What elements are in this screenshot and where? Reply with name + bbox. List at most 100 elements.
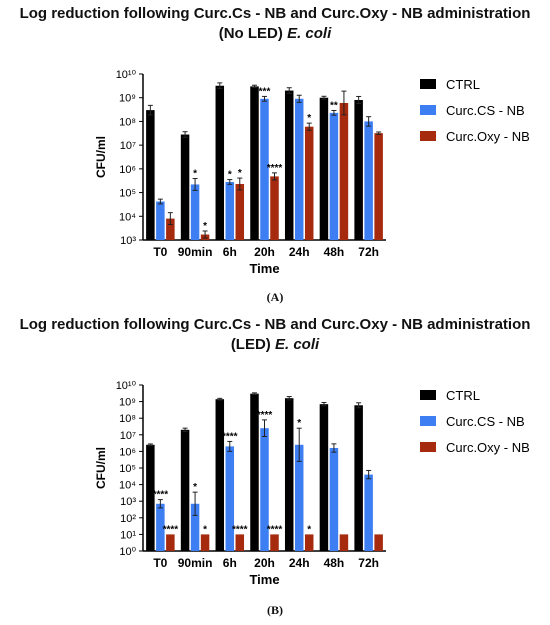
bar-curc-oxy-nb	[304, 534, 314, 551]
bar-curc-oxy-nb	[374, 133, 383, 240]
chart-title-line2: (No LED) E. coli	[0, 24, 550, 43]
y-tick-label: 10³	[120, 235, 136, 247]
significance-label: ****	[267, 163, 283, 174]
bar-curc-cs-nb	[190, 184, 200, 240]
bar-curc-oxy-nb	[235, 183, 245, 240]
significance-label: *	[297, 418, 301, 429]
x-tick-label: 20h	[254, 556, 275, 570]
bar-curc-oxy-nb	[200, 534, 210, 551]
legend-swatch	[420, 390, 436, 400]
y-tick-label: 10¹⁰	[116, 380, 137, 392]
y-axis-label: CFU/ml	[94, 447, 108, 489]
bar-curc-oxy-nb	[270, 534, 279, 551]
significance-label: *	[307, 524, 311, 535]
x-tick-label: 6h	[223, 556, 237, 570]
significance-label: *	[203, 524, 207, 535]
x-tick-label: 90min	[178, 556, 213, 570]
bar-curc-cs-nb	[294, 98, 304, 240]
bar-ctrl	[215, 85, 225, 240]
y-tick-label: 10³	[120, 496, 136, 508]
bar-ctrl	[180, 134, 190, 240]
bar-curc-oxy-nb	[270, 176, 279, 240]
legend-swatch	[420, 442, 436, 452]
bar-ctrl	[146, 110, 155, 240]
significance-label: ***	[259, 86, 271, 97]
significance-label: *	[228, 170, 232, 181]
legend-label: CTRL	[446, 77, 480, 92]
y-tick-label: 10¹⁰	[116, 69, 137, 81]
significance-label: ****	[222, 431, 238, 442]
bar-ctrl	[250, 393, 259, 551]
bar-ctrl	[284, 90, 294, 240]
x-axis-label: Time	[249, 572, 279, 587]
bar-curc-cs-nb	[190, 503, 200, 551]
panel-b: Log reduction following Curc.Cs - NB and…	[0, 311, 550, 623]
y-tick-label: 10⁶	[119, 164, 136, 176]
bar-curc-cs-nb	[329, 448, 339, 551]
y-tick-label: 10⁷	[120, 140, 136, 152]
legend-swatch	[420, 416, 436, 426]
legend-label: Curc.CS - NB	[446, 414, 525, 429]
panel-label: (A)	[266, 290, 284, 304]
bar-curc-cs-nb	[294, 444, 304, 551]
chart-title-condition: (LED)	[230, 336, 271, 353]
bar-ctrl	[319, 97, 329, 240]
x-tick-label: 48h	[324, 245, 345, 259]
significance-label: ****	[163, 524, 179, 535]
x-tick-label: T0	[153, 556, 167, 570]
bar-curc-oxy-nb	[374, 534, 383, 551]
legend-swatch	[420, 105, 436, 115]
x-tick-label: 72h	[358, 245, 379, 259]
bar-curc-oxy-nb	[304, 126, 314, 240]
x-tick-label: 6h	[223, 245, 237, 259]
bar-curc-cs-nb	[225, 181, 235, 240]
legend-label: Curc.Oxy - NB	[446, 440, 530, 455]
bar-ctrl	[180, 429, 190, 551]
x-axis-label: Time	[249, 261, 279, 276]
x-tick-label: 48h	[324, 556, 345, 570]
bar-curc-cs-nb	[364, 474, 373, 551]
x-tick-label: T0	[153, 245, 167, 259]
bar-curc-cs-nb	[260, 428, 269, 551]
y-tick-label: 10⁷	[120, 430, 136, 442]
bar-curc-cs-nb	[156, 201, 165, 240]
legend-label: Curc.Oxy - NB	[446, 129, 530, 144]
significance-label: *	[307, 113, 311, 124]
panel-a: Log reduction following Curc.Cs - NB and…	[0, 0, 550, 311]
bar-curc-cs-nb	[225, 446, 235, 551]
bar-ctrl	[354, 405, 363, 551]
bar-ctrl	[146, 444, 155, 551]
chart-title-condition: (No LED)	[218, 25, 283, 42]
x-tick-label: 72h	[358, 556, 379, 570]
y-tick-label: 10⁰	[119, 546, 136, 558]
y-tick-label: 10⁵	[119, 188, 136, 200]
legend-label: CTRL	[446, 388, 480, 403]
y-tick-label: 10⁶	[119, 446, 136, 458]
significance-label: **	[330, 100, 338, 111]
bar-curc-cs-nb	[260, 98, 269, 240]
bar-ctrl	[215, 399, 225, 551]
chart-title-line1: Log reduction following Curc.Cs - NB and…	[19, 5, 531, 22]
bar-ctrl	[250, 86, 259, 241]
significance-label: ****	[153, 490, 169, 501]
bar-curc-cs-nb	[364, 121, 373, 240]
chart-title-organism: E. coli	[287, 25, 332, 42]
panel-label: (B)	[267, 603, 283, 617]
y-tick-label: 10⁸	[119, 413, 136, 425]
y-tick-label: 10⁴	[119, 211, 136, 223]
bar-ctrl	[284, 398, 294, 551]
y-tick-label: 10¹	[120, 529, 136, 541]
chart-title-line1: Log reduction following Curc.Cs - NB and…	[19, 316, 531, 333]
bar-ctrl	[319, 404, 329, 551]
bar-curc-oxy-nb	[166, 218, 175, 240]
chart-title-organism: E. coli	[274, 336, 320, 353]
bar-chart-led: 10⁰ 10¹ 10² 10³ 10⁴ 10⁵ 10⁶ 10⁷ 10⁸ 10⁹ 10¹⁰ CFU/ml…	[94, 380, 530, 587]
bar-curc-oxy-nb	[166, 534, 175, 551]
legend-label: Curc.CS - NB	[446, 103, 525, 118]
y-tick-label: 10⁴	[119, 480, 136, 492]
significance-label: *	[203, 221, 207, 232]
y-tick-label: 10⁹	[119, 93, 136, 105]
significance-label: *	[193, 482, 197, 493]
x-tick-label: 20h	[254, 245, 275, 259]
